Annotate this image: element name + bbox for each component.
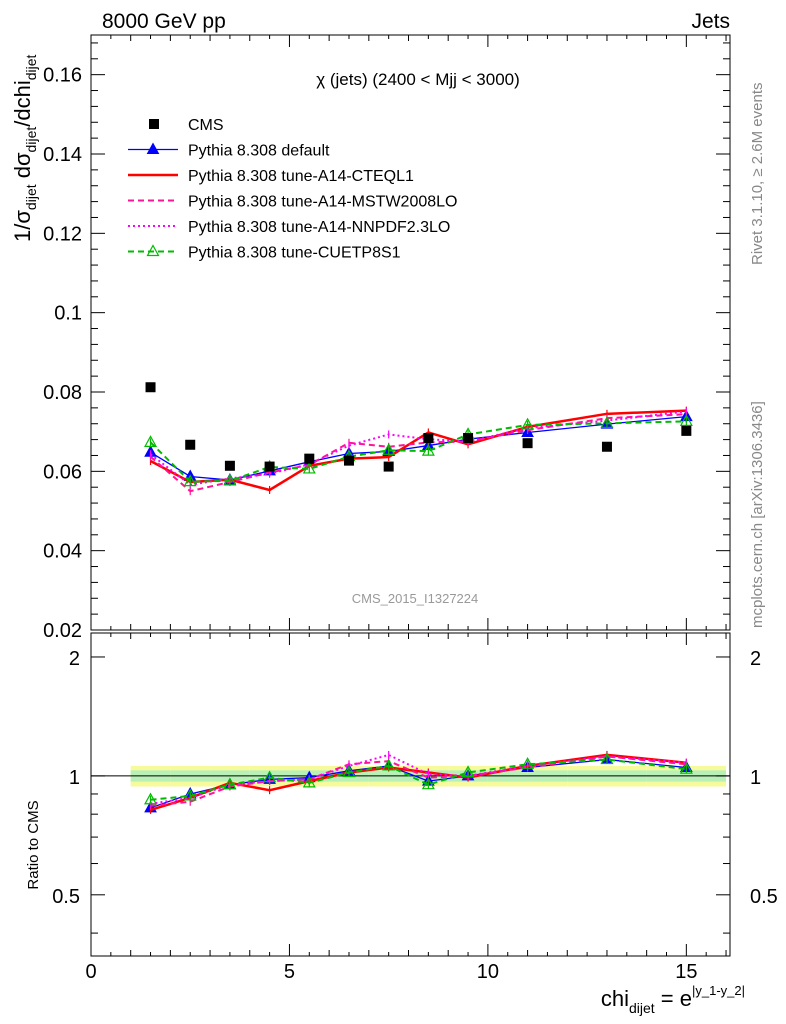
series-3-line <box>149 413 687 493</box>
y-tick-label: 0.16 <box>43 65 82 87</box>
legend-cms-marker <box>149 119 159 129</box>
series-5-ratio-point <box>302 775 316 788</box>
ratio-tick-label-right: 1 <box>750 767 761 789</box>
legend-cms-label: CMS <box>188 117 224 134</box>
cms-point <box>304 453 315 464</box>
legend-marker-1 <box>146 142 160 154</box>
y-axis-label: 1/σdijet dσdijet/dchidijet <box>10 54 39 242</box>
chart-title: χ (jets) (2400 < Mjj < 3000) <box>316 70 520 89</box>
y-tick-label: 0.12 <box>43 223 82 245</box>
y-tick-label: 0.06 <box>43 461 82 483</box>
y-tick-label: 0.04 <box>43 541 82 563</box>
ratio-tick-label-right: 2 <box>750 648 761 670</box>
cms-point <box>423 433 434 444</box>
cms-point <box>601 441 612 452</box>
x-tick-label: 5 <box>284 961 295 983</box>
series-5-ratio-point <box>421 777 435 790</box>
series-5-point <box>183 474 197 487</box>
analysis-watermark: CMS_2015_I1327224 <box>352 591 479 606</box>
legend-label-2: Pythia 8.308 tune-A14-CTEQL1 <box>188 168 414 185</box>
mcplots-label: mcplots.cern.ch [arXiv:1306.3436] <box>749 401 766 628</box>
legend-label-4: Pythia 8.308 tune-A14-NNPDF2.3LO <box>188 219 450 236</box>
x-tick-label: 15 <box>675 961 697 983</box>
cms-data-points <box>145 382 692 472</box>
ratio-tick-label: 1 <box>69 767 80 789</box>
x-tick-label: 10 <box>477 961 499 983</box>
series-5-ratio-point <box>521 757 535 769</box>
series-4-line <box>149 410 687 486</box>
rivet-label: Rivet 3.1.10, ≥ 2.6M events <box>749 83 766 266</box>
series-5-point <box>421 443 435 456</box>
y-tick-label: 0.14 <box>43 144 82 166</box>
ratio-tick-label: 0.5 <box>52 886 80 908</box>
series-5-point <box>521 417 535 430</box>
series-5-ratio-line <box>150 758 687 801</box>
series-5-point <box>223 473 237 486</box>
series-5-point <box>144 435 158 447</box>
series-5-ratio-point <box>263 770 277 783</box>
cms-point <box>185 439 196 450</box>
y-tick-label: 0.08 <box>43 382 82 404</box>
cms-point <box>522 438 533 449</box>
ratio-axis-label: Ratio to CMS <box>25 800 42 889</box>
legend-label-5: Pythia 8.308 tune-CUETP8S1 <box>188 245 401 262</box>
main-plot-frame <box>90 34 731 631</box>
series-5-point <box>302 461 316 474</box>
header-left: 8000 GeV pp <box>102 10 226 33</box>
ratio-tick-label-right: 0.5 <box>750 886 778 908</box>
series-5-ratio-point <box>144 792 158 805</box>
cms-point <box>681 425 692 436</box>
legend: CMS Pythia 8.308 default Pythia 8.308 tune… <box>128 117 457 262</box>
series-5-point <box>600 416 614 428</box>
series-5-ratio-point <box>382 758 396 771</box>
ratio-plot-frame <box>90 632 731 957</box>
series-3-ratio-line <box>150 755 687 807</box>
cms-point <box>264 461 275 472</box>
series-5-line <box>149 420 687 483</box>
series-5-point <box>679 414 693 426</box>
series-5-ratio-point <box>342 765 356 778</box>
legend-label-3: Pythia 8.308 tune-A14-MSTW2008LO <box>188 194 457 211</box>
series-5-ratio-point <box>183 788 197 801</box>
cms-point <box>145 382 156 393</box>
cms-point <box>224 460 235 471</box>
cms-point <box>383 461 394 472</box>
series-5-ratio-point <box>461 765 475 778</box>
legend-marker-5 <box>146 244 160 257</box>
axes: 0 5 10 15 0.02 0.04 0.06 0.08 0.1 0.12 0.14 0.16 0.5… <box>43 34 778 983</box>
series-5-ratio-point <box>223 777 237 790</box>
legend-label-1: Pythia 8.308 default <box>188 143 330 160</box>
y-tick-label: 0.1 <box>54 303 82 325</box>
ratio-tick-label: 2 <box>69 648 80 670</box>
cms-point <box>343 455 354 466</box>
series-5-ratio-point <box>679 761 693 774</box>
x-tick-label: 0 <box>85 961 96 983</box>
series-5-point <box>382 443 396 455</box>
x-axis-label: chidijet = e|y_1-y_2| <box>601 983 745 1016</box>
header-right: Jets <box>691 10 730 33</box>
series-5-ratio-point <box>600 752 614 765</box>
cms-point <box>463 433 474 444</box>
y-tick-label: 0.02 <box>43 620 82 642</box>
